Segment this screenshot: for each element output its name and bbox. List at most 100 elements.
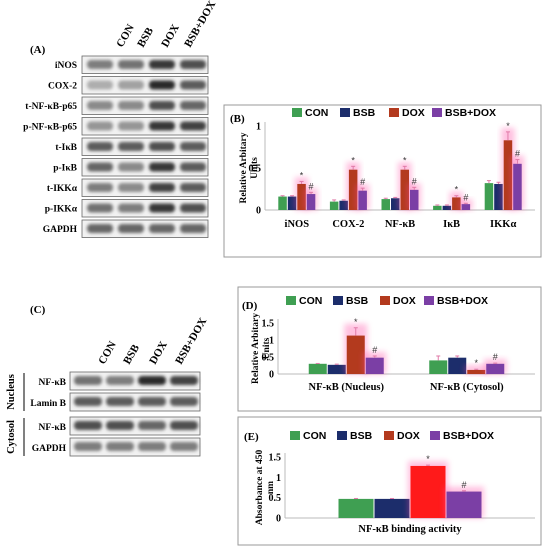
legend-swatch-dox: [384, 431, 394, 440]
significance-mark: *: [426, 454, 430, 464]
panel-a-band: [87, 60, 113, 69]
panel-a-band: [149, 80, 175, 90]
panel-a-band: [149, 60, 175, 69]
panel-a-group-label-dox: DOX: [159, 22, 182, 49]
bar-dox-nf-b: [400, 169, 409, 210]
panel-a-band: [149, 162, 175, 172]
legend-label-bsb-dox: BSB+DOX: [443, 430, 494, 442]
panel-c-group-label-con: CON: [96, 339, 119, 366]
panel-a-band: [180, 203, 206, 213]
bar-bsb-dox-i-b: [461, 204, 471, 210]
panel-a-blot-strip: [81, 158, 209, 177]
panel-a-blot-strip: [81, 199, 209, 218]
panel-a-blot-strip: [81, 219, 209, 238]
panel-a-blot-strip: [81, 117, 209, 136]
panel-a-band: [180, 101, 206, 110]
y-axis-label: Absorbance at 450nm: [255, 450, 276, 526]
panel-a-label: (A): [30, 44, 46, 56]
panel-c-blot-strip: [69, 392, 201, 412]
panel-a-band: [149, 121, 175, 131]
bar-dox-nf-b-cytosol: [467, 369, 486, 374]
legend-swatch-bsb: [333, 296, 343, 305]
y-tick-label: 1.5: [262, 319, 275, 330]
legend-swatch-bsb: [337, 431, 347, 440]
panel-a-band: [118, 121, 144, 131]
y-axis-label-line: Absorbance at 450: [255, 450, 265, 526]
panel-c-band: [106, 376, 134, 385]
panel-c-band: [170, 376, 198, 385]
panel-c-band-label-nf-b: NF-κB: [39, 423, 67, 433]
y-tick-label: 1: [269, 336, 274, 347]
legend-swatch-dox: [380, 296, 390, 305]
significance-mark: #: [309, 181, 314, 191]
panel-a-band-label-gapdh: GAPDH: [43, 225, 78, 235]
panel-a-band: [180, 80, 206, 90]
y-axis-label-line: nm: [266, 481, 276, 494]
bar-con-nf-b-cytosol: [429, 360, 448, 374]
panel-a-blot-strip: [81, 178, 209, 197]
significance-mark: *: [506, 121, 510, 131]
panel-a-band-label-t-ikk: t-IKKα: [47, 184, 78, 194]
legend-label-dox: DOX: [397, 430, 420, 442]
panel-e-frame: [237, 416, 542, 546]
bar-bsb-nf-b-cytosol: [448, 357, 467, 374]
panel-c-band: [74, 376, 102, 385]
panel-c-group-labels: CON BSB DOX BSB+DOX: [96, 316, 209, 367]
legend-label-bsb: BSB: [353, 107, 376, 119]
bar-bsb-dox-nf-b-nucleus: [365, 357, 384, 374]
panel-a-band: [180, 121, 206, 131]
panel-c-band-label-nf-b: NF-κB: [39, 378, 67, 388]
panel-a-band-label-cox-2: COX-2: [48, 82, 77, 92]
legend-swatch-bsb-dox: [430, 431, 440, 440]
bar-dox-inos: [297, 183, 306, 210]
y-tick-label: 0: [269, 370, 274, 381]
panel-a-band: [87, 224, 113, 233]
panel-a-group-label-bsb: BSB: [135, 25, 156, 50]
panel-b-label: (B): [230, 113, 245, 125]
panel-c-band: [106, 421, 134, 430]
legend-label-bsb: BSB: [350, 430, 373, 442]
panel-a-blot-strip: [81, 76, 209, 95]
legend-label-bsb: BSB: [346, 295, 369, 307]
panel-a-band: [180, 224, 206, 233]
bar-bsb-dox-nf-b-cytosol: [486, 363, 505, 374]
y-tick-label: 0.5: [249, 164, 262, 175]
y-axis-label-line: Units: [262, 337, 272, 359]
bar-dox-ikk: [503, 140, 513, 210]
legend-swatch-bsb: [340, 108, 350, 117]
panel-c-band-label-lamin-b: Lamin B: [30, 399, 66, 409]
legend-swatch-con: [286, 296, 296, 305]
bar-dox-nf-b-binding-activity: [410, 465, 446, 518]
panel-c-blot-strip: [69, 437, 201, 457]
x-category-label-ikk: IKKα: [490, 219, 516, 230]
panel-a-band: [87, 101, 113, 110]
panel-a-blot-strip: [81, 137, 209, 156]
panel-a-band: [180, 162, 206, 172]
panel-b-frame: [223, 104, 542, 258]
panel-a-band: [118, 80, 144, 90]
x-category-label-i-b: IκB: [443, 219, 460, 230]
bar-bsb-dox-cox-2: [358, 190, 367, 210]
panel-a-blot-strip: [81, 96, 209, 115]
panel-c-band: [138, 397, 166, 406]
panel-c-fraction-label-nucleus: Nucleus: [6, 374, 17, 410]
panel-c-western-blot: (C) CON BSB DOX BSB+DOX Nucleus NF-κB Lamin B…: [6, 304, 209, 457]
panel-c-group-label-dox: DOX: [147, 339, 170, 366]
panel-c-band-label-gapdh: GAPDH: [32, 444, 67, 454]
panel-a-band-label-p-i-b: p-IκB: [53, 164, 77, 174]
bar-bsb-nf-b-nucleus: [327, 364, 346, 374]
bar-bsb-nf-b: [391, 198, 400, 210]
y-axis-label-line: Units: [250, 157, 260, 179]
panel-c-band-rows: Nucleus NF-κB Lamin B Cytosol NF-κB GAPDH: [6, 371, 201, 457]
x-category-label-nf-b-nucleus: NF-κB (Nucleus): [308, 382, 384, 393]
panel-c-band: [138, 376, 166, 385]
legend-label-con: CON: [303, 430, 326, 442]
legend-label-con: CON: [305, 107, 328, 119]
bar-con-nf-b-binding-activity: [338, 498, 374, 518]
panel-a-band: [118, 183, 144, 192]
